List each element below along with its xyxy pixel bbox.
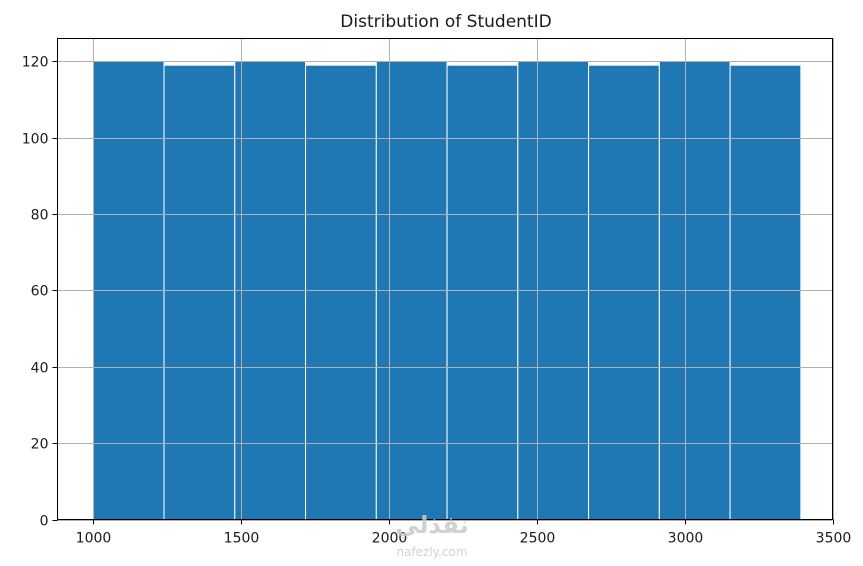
chart-title: Distribution of StudentID bbox=[340, 12, 551, 32]
x-tick-label: 1000 bbox=[76, 531, 112, 547]
histogram-bar bbox=[729, 64, 802, 520]
y-tick-label: 0 bbox=[40, 514, 49, 530]
watermark-arabic: نفذلي bbox=[395, 511, 468, 539]
y-tick-label: 120 bbox=[22, 55, 49, 71]
y-tick-label: 100 bbox=[22, 132, 49, 148]
y-tick-label: 40 bbox=[31, 361, 49, 377]
y-tick-label: 20 bbox=[31, 437, 49, 453]
y-tick-label: 60 bbox=[31, 284, 49, 300]
x-tick-label: 2000 bbox=[372, 531, 408, 547]
histogram-bar bbox=[163, 64, 236, 520]
x-tick-label: 3500 bbox=[816, 531, 852, 547]
grid-layer bbox=[57, 38, 834, 521]
watermark-latin: nafezly.com bbox=[396, 545, 467, 559]
histogram-bar bbox=[446, 64, 519, 520]
x-tick-label: 2500 bbox=[520, 531, 556, 547]
histogram-bar bbox=[305, 64, 377, 520]
ticks-layer: 1000 1500 2000 2500 3000 3500 0 20 40 60 80 100 120 bbox=[22, 55, 852, 547]
x-tick-label: 1500 bbox=[224, 531, 260, 547]
histogram-bar bbox=[588, 64, 660, 520]
x-tick-label: 3000 bbox=[668, 531, 704, 547]
y-tick-label: 80 bbox=[31, 208, 49, 224]
plot-frame bbox=[57, 38, 833, 520]
watermark: نفذلي nafezly.com bbox=[395, 511, 468, 559]
